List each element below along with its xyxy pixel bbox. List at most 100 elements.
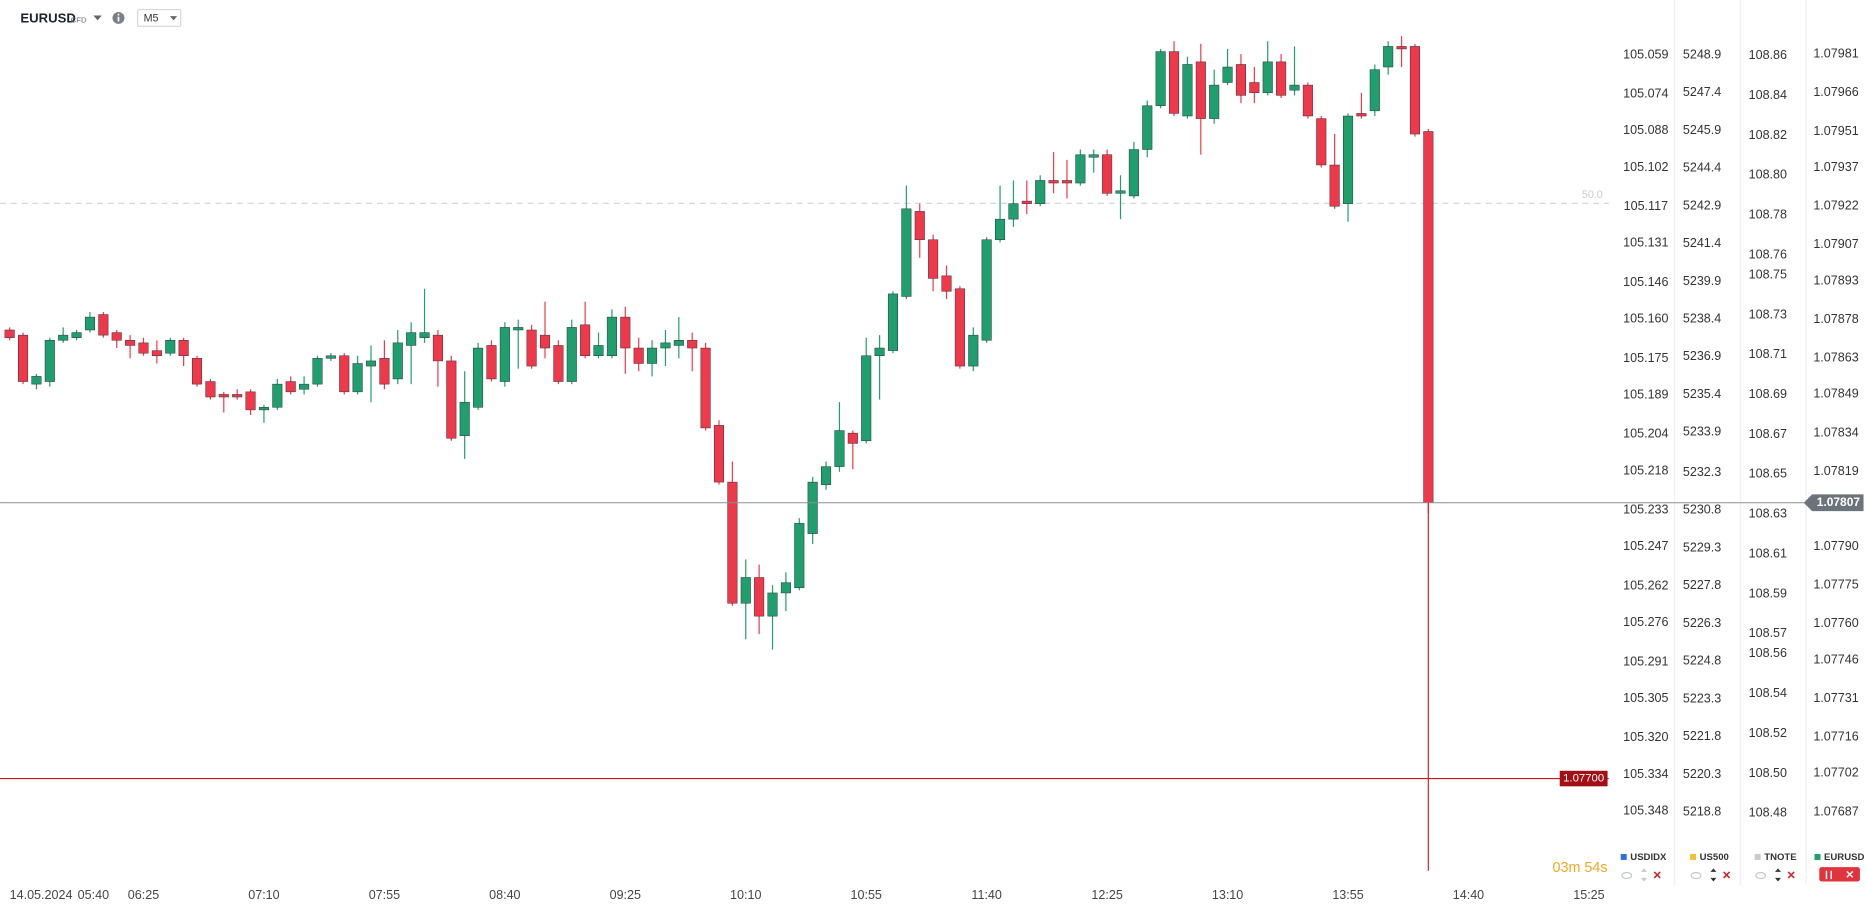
candle-body [459,401,470,436]
candle-body [1383,46,1394,68]
reorder-icon[interactable] [1775,868,1782,882]
remove-icon[interactable] [1653,871,1661,879]
remove-icon[interactable] [1787,871,1795,879]
y-tick-label: 1.07790 [1813,539,1858,553]
candle-body [285,381,296,393]
timeframe-select[interactable] [137,8,182,27]
candle-body [125,340,136,346]
y-tick-label: 5242.9 [1683,198,1721,212]
y-tick-label: 1.07907 [1813,237,1858,251]
timeframe-caret [169,16,178,21]
y-tick-label: 105.189 [1623,387,1668,401]
y-tick-label: 5224.8 [1683,654,1721,668]
symbol[interactable]: EURUSD [20,11,76,26]
legend-label[interactable]: EURUSD [1824,852,1864,863]
candle-body [861,355,872,442]
candle-body [767,592,778,617]
y-tick-label: 1.07863 [1813,351,1858,365]
y-tick-label: 1.07716 [1813,730,1858,744]
y-tick-label: 108.73 [1749,307,1787,321]
y-tick-label: 108.56 [1749,646,1787,660]
timeframe: M5 [144,12,159,24]
candle-body [1302,84,1313,117]
x-tick-label: 11:40 [971,888,1001,902]
y-tick-label: 105.218 [1623,463,1668,477]
legend-label[interactable]: US500 [1700,852,1729,863]
visibility-icon[interactable] [1755,871,1767,880]
y-tick-label: 108.50 [1749,766,1787,780]
candle-body [1343,115,1354,204]
candle-body [887,293,899,351]
y-tick-label: 108.71 [1749,347,1787,361]
main-series-glyph [1825,870,1854,880]
candle-body [325,355,336,359]
candle-body [687,340,698,349]
y-tick-label: 105.291 [1623,654,1668,668]
y-tick-label: 5223.3 [1683,691,1721,705]
y-tick-label: 105.204 [1623,427,1668,441]
candle-body [901,208,912,297]
candle-body [1209,84,1220,119]
candle-body [1249,82,1260,94]
y-tick-label: 1.07834 [1813,425,1858,439]
y-tick-label: 5238.4 [1683,312,1721,326]
y-tick-label: 105.175 [1623,351,1668,365]
candle-body [821,466,832,485]
y-tick-label: 5248.9 [1683,47,1721,61]
y-tick-label: 1.07819 [1813,464,1858,478]
candle-body [272,383,283,408]
candle-body [392,342,403,380]
candle-body [365,360,377,367]
y-tick-label: 105.348 [1623,803,1668,817]
candle-body [1289,84,1300,91]
x-tick-label: 12:25 [1091,888,1122,902]
y-tick-label: 105.160 [1623,312,1668,326]
candle-body [1182,64,1193,117]
candle-body [379,358,390,385]
y-tick-label: 108.80 [1749,168,1787,182]
reorder-icon[interactable] [1641,868,1648,882]
candle-body [1115,190,1126,194]
y-tick-label: 1.07702 [1813,766,1858,780]
candle-body [780,582,791,594]
y-tick-label: 5236.9 [1683,349,1721,363]
candle-body [473,347,484,408]
candle-body [1262,61,1273,94]
candle-body [191,358,203,385]
candle-body [1035,180,1046,204]
visibility-icon[interactable] [1690,871,1702,880]
legend-label[interactable]: USDIDX [1630,852,1667,863]
countdown: 03m 54s [1553,860,1608,876]
remove-icon[interactable] [1723,871,1731,879]
candle-body [566,327,577,382]
candle-body [1128,149,1139,197]
main-series-icon[interactable] [1819,867,1860,882]
x-tick-label: 10:10 [730,888,761,902]
x-tick-label: 13:10 [1212,888,1243,902]
y-tick-label: 108.57 [1749,626,1787,640]
candle-body [713,425,725,483]
y-tick-label: 108.65 [1749,467,1787,481]
candle-body [406,332,417,346]
y-tick-label: 5218.8 [1683,805,1721,819]
legend-swatch [1814,853,1821,860]
candle-body [620,316,631,349]
y-tick-label: 108.48 [1749,806,1787,820]
symbol-dropdown[interactable] [93,15,102,21]
x-tick-label: 14:40 [1453,888,1484,902]
candle-body [165,340,176,354]
reorder-icon[interactable] [1710,868,1717,882]
visibility-icon[interactable] [1621,871,1633,880]
candle-body [647,347,658,364]
candle-body [44,340,55,382]
y-tick-label: 5241.4 [1683,236,1721,250]
y-tick-label: 105.305 [1623,691,1668,705]
x-tick-label: 07:10 [248,888,279,902]
candle-body [258,407,269,411]
candle-body [1356,113,1367,117]
candle-body [1021,200,1032,204]
legend-label[interactable]: TNOTE [1764,852,1796,863]
level-label: 50.0 [1582,189,1603,201]
x-tick-label: 13:55 [1332,888,1363,902]
